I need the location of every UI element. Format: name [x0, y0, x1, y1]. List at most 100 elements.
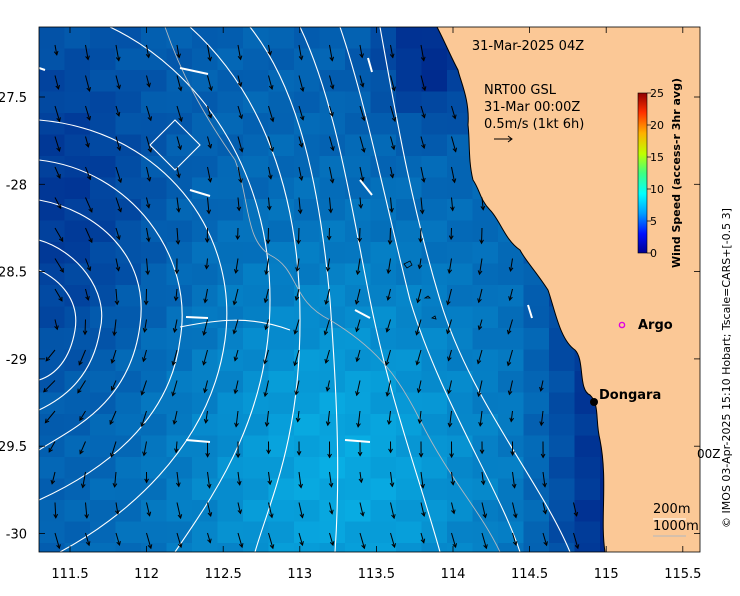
wind-cell: [141, 264, 167, 286]
wind-cell: [167, 414, 193, 436]
wind-cell: [396, 500, 422, 522]
wind-cell: [192, 135, 218, 157]
wind-cell: [320, 543, 346, 565]
wind-cell: [422, 242, 448, 264]
wind-cell: [447, 285, 473, 307]
wind-cell: [371, 436, 397, 458]
x-tick-label: 111.5: [51, 567, 88, 582]
wind-cell: [396, 543, 422, 565]
wind-cell: [269, 113, 295, 135]
colorbar-tick-label: 5: [650, 215, 657, 228]
wind-cell: [243, 522, 269, 544]
wind-cell: [218, 221, 244, 243]
wind-cell: [396, 156, 422, 178]
wind-cell: [320, 199, 346, 221]
wind-cell: [116, 135, 142, 157]
x-tick-label: 114: [441, 567, 466, 582]
y-tick-label: 29.5: [0, 440, 27, 455]
wind-cell: [294, 307, 320, 329]
y-tick-label: 27.5: [0, 91, 27, 106]
wind-cell: [141, 350, 167, 372]
wind-cell: [243, 457, 269, 479]
x-tick-label: 113: [287, 567, 312, 582]
wind-cell: [320, 414, 346, 436]
wind-cell: [294, 242, 320, 264]
wind-cell: [396, 328, 422, 350]
wind-cell: [473, 414, 499, 436]
wind-cell: [39, 135, 65, 157]
wind-cell: [498, 371, 524, 393]
wind-cell: [345, 113, 371, 135]
wind-cell: [39, 371, 65, 393]
wind-cell: [167, 92, 193, 114]
wind-cell: [39, 500, 65, 522]
wind-cell: [90, 135, 116, 157]
wind-cell: [422, 393, 448, 415]
wind-cell: [39, 199, 65, 221]
wind-cell: [269, 350, 295, 372]
wind-cell: [294, 479, 320, 501]
wind-cell: [473, 350, 499, 372]
wind-cell: [422, 457, 448, 479]
wind-cell: [243, 27, 269, 49]
wind-cell: [65, 543, 91, 565]
wind-cell: [167, 500, 193, 522]
wind-cell: [218, 414, 244, 436]
wind-cell: [422, 285, 448, 307]
wind-cell: [371, 285, 397, 307]
wind-cell: [141, 92, 167, 114]
wind-cell: [218, 543, 244, 565]
wind-cell: [396, 479, 422, 501]
wind-cell: [90, 414, 116, 436]
product-time: 31-Mar 00:00Z: [484, 100, 580, 115]
wind-cell: [269, 27, 295, 49]
contour-200m-label: 200m: [653, 502, 690, 517]
wind-cell: [498, 414, 524, 436]
x-tick-label: 112.5: [205, 567, 242, 582]
wind-cell: [396, 522, 422, 544]
wind-cell: [141, 457, 167, 479]
wind-cell: [524, 479, 550, 501]
wind-cell: [396, 49, 422, 71]
wind-cell: [167, 350, 193, 372]
wind-cell: [39, 543, 65, 565]
wind-cell: [218, 27, 244, 49]
wind-cell: [396, 221, 422, 243]
colorbar-tick-label: 20: [650, 119, 664, 132]
wind-cell: [396, 27, 422, 49]
dongara-marker[interactable]: [590, 398, 598, 406]
wind-cell: [473, 221, 499, 243]
wind-cell: [269, 500, 295, 522]
wind-cell: [447, 522, 473, 544]
wind-cell: [39, 414, 65, 436]
contour-1000m-label: 1000m: [653, 519, 699, 534]
x-tick-label: 115.5: [664, 567, 701, 582]
wind-cell: [294, 113, 320, 135]
wind-cell: [345, 500, 371, 522]
wind-cell: [498, 543, 524, 565]
credit-text: © IMOS 03-Apr-2025 15:10 Hobart; Tscale=…: [720, 208, 733, 528]
wind-cell: [473, 264, 499, 286]
wind-cell: [39, 307, 65, 329]
wind-cell: [524, 414, 550, 436]
wind-cell: [192, 92, 218, 114]
wind-cell: [549, 436, 575, 458]
wind-cell: [396, 135, 422, 157]
wind-cell: [345, 393, 371, 415]
map-title: 31-Mar-2025 04Z: [472, 39, 584, 54]
wind-cell: [294, 436, 320, 458]
wind-cell: [345, 70, 371, 92]
wind-cell: [422, 221, 448, 243]
wind-cell: [39, 156, 65, 178]
product-name: NRT00 GSL: [484, 83, 557, 98]
wind-cell: [447, 436, 473, 458]
wind-cell: [422, 371, 448, 393]
wind-cell: [294, 27, 320, 49]
wind-cell: [90, 92, 116, 114]
wind-cell: [141, 285, 167, 307]
wind-cell: [498, 500, 524, 522]
wind-cell: [116, 156, 142, 178]
wind-cell: [39, 113, 65, 135]
wind-cell: [39, 49, 65, 71]
